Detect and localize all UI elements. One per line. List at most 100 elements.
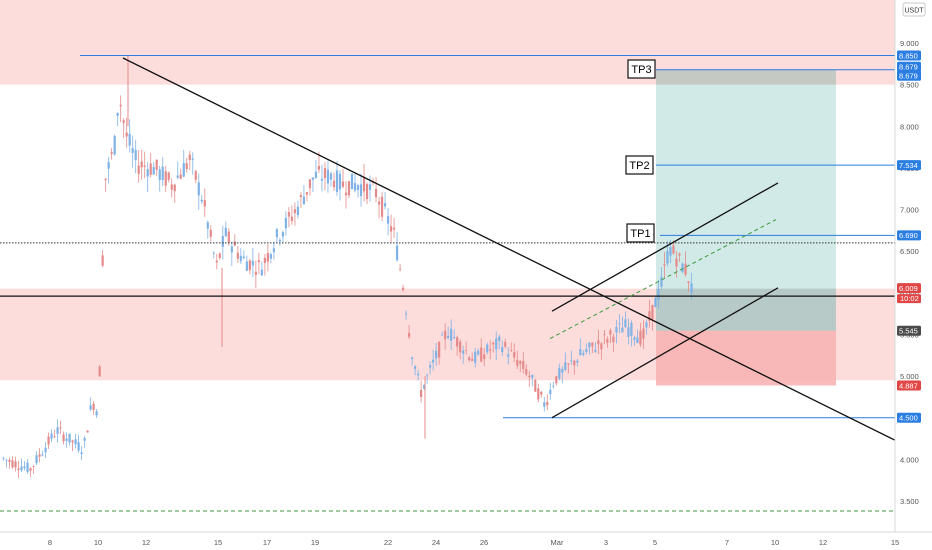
price-tag-value: 6.690 (899, 231, 918, 240)
candle-body (420, 389, 423, 397)
candle-body (335, 170, 339, 192)
candle-body (507, 354, 510, 357)
candle-body (11, 460, 14, 468)
candle-body (317, 165, 321, 170)
time-tick-label: 5 (653, 538, 657, 547)
candle-body (191, 158, 194, 160)
candle-body (615, 326, 618, 333)
candle-body (71, 440, 74, 443)
time-tick-label: 22 (384, 538, 392, 547)
candle-body (561, 368, 564, 373)
candle-body (197, 182, 200, 196)
candle-body (203, 200, 206, 207)
target-box (626, 223, 655, 243)
candle-body (588, 342, 591, 348)
candle-body (347, 181, 351, 196)
candle-body (44, 447, 47, 453)
candle-body (413, 366, 417, 369)
candle-body (468, 357, 471, 361)
candle-body (660, 276, 663, 287)
candle-body (447, 335, 450, 338)
candle-body (368, 184, 372, 190)
candle-body (296, 206, 300, 216)
candle-body (465, 350, 468, 351)
time-tick-label: Mar (551, 538, 564, 547)
candle-body (254, 271, 257, 275)
price-tag: 6.009 (897, 283, 921, 294)
candle-body (492, 342, 495, 345)
candle-body (77, 442, 80, 451)
candle-body (651, 305, 654, 320)
candle-body (107, 162, 110, 169)
candle-body (320, 178, 324, 181)
candle-body (20, 466, 23, 471)
time-tick-label: 7 (725, 538, 729, 547)
price-tick-label: 6.000 (900, 289, 919, 298)
candle-body (35, 455, 38, 464)
candle-body (621, 327, 624, 333)
target-box (625, 155, 654, 175)
position-profit-area (656, 69, 836, 331)
channel-upper-line (551, 182, 779, 312)
time-axis[interactable]: 8 10 12 15 17 19 22 24 26 Mar 3 5 7 10 12 15 (0, 531, 932, 550)
candle-body (38, 454, 41, 457)
candle-body (98, 366, 101, 377)
candle-body (450, 328, 453, 341)
position-overlap-top (656, 69, 836, 85)
target-text: TP1 (630, 228, 650, 240)
candle-body (404, 313, 408, 315)
targets-layer: TP3 TP2 TP1 (625, 59, 656, 243)
candle-body (483, 354, 486, 360)
candle-body (299, 195, 303, 198)
candle-body (104, 178, 107, 181)
candle-body (395, 245, 399, 261)
candle-body (480, 347, 483, 362)
candle-body (567, 363, 570, 365)
price-tag: 6.690 (897, 230, 921, 241)
target-text: TP2 (629, 160, 649, 172)
time-tick-label: 15 (891, 538, 899, 547)
target-label-tp2: TP2 (625, 155, 654, 175)
candle-body (654, 298, 657, 308)
candle-body (648, 311, 651, 321)
candle-body (236, 252, 239, 259)
candle-body (519, 361, 522, 364)
candle-body (290, 216, 294, 222)
price-tag-bg (897, 412, 921, 423)
candle-body (128, 133, 131, 146)
price-tag: 8.850 (897, 50, 921, 61)
currency-badge[interactable] (902, 2, 926, 17)
candle-body (206, 222, 209, 229)
candle-body (435, 350, 438, 359)
price-tag-value: 8.850 (899, 51, 918, 60)
candle-body (161, 166, 164, 181)
candle-body (407, 332, 411, 337)
candle-body (239, 255, 242, 262)
price-tag: 4.887 (897, 380, 921, 391)
price-axis[interactable]: 3.5004.0004.5005.0005.5006.0006.5007.000… (894, 0, 932, 550)
candle-body (149, 163, 152, 175)
price-tick-label: 8.500 (900, 81, 919, 90)
price-tick-label: 6.500 (900, 247, 919, 256)
candle-body (275, 229, 278, 238)
candle-body (212, 252, 215, 254)
candle-body (188, 154, 191, 160)
candle-body (257, 260, 260, 263)
candle-body (684, 263, 687, 275)
candle-body (459, 341, 462, 353)
candle-body (510, 350, 513, 351)
candle-body (50, 433, 53, 439)
price-axis-bg (895, 0, 932, 550)
candle-body (53, 436, 56, 438)
candle-body (131, 148, 134, 153)
currency-label: USDT (904, 8, 924, 15)
candle-body (627, 327, 630, 337)
candle-body (350, 173, 354, 190)
candle-body (344, 192, 348, 196)
candle-body (116, 112, 119, 116)
channel-mid-line (549, 219, 777, 340)
candle-body (380, 196, 384, 217)
candle-body (185, 163, 188, 170)
candle-body (323, 168, 327, 179)
